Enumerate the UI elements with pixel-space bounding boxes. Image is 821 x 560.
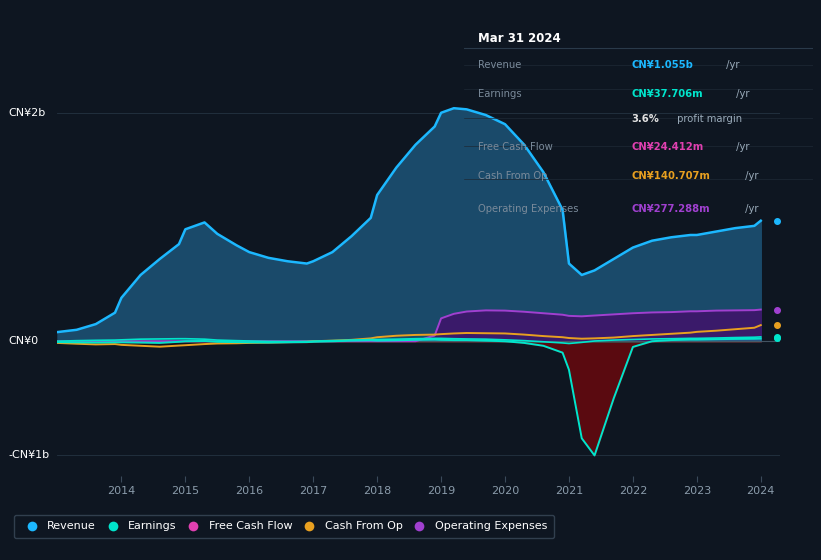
Text: CN¥2b: CN¥2b (8, 108, 45, 118)
Text: -CN¥1b: -CN¥1b (8, 450, 49, 460)
Text: Free Cash Flow: Free Cash Flow (478, 142, 553, 152)
Text: CN¥1.055b: CN¥1.055b (631, 60, 693, 71)
Text: CN¥277.288m: CN¥277.288m (631, 204, 710, 213)
Text: /yr: /yr (732, 89, 749, 99)
Text: profit margin: profit margin (674, 114, 742, 124)
Text: /yr: /yr (722, 60, 739, 71)
Text: /yr: /yr (732, 142, 749, 152)
Text: Operating Expenses: Operating Expenses (478, 204, 578, 213)
Text: Mar 31 2024: Mar 31 2024 (478, 32, 561, 45)
Text: Cash From Op: Cash From Op (478, 171, 548, 181)
Text: /yr: /yr (742, 171, 759, 181)
Text: CN¥24.412m: CN¥24.412m (631, 142, 704, 152)
Text: CN¥140.707m: CN¥140.707m (631, 171, 710, 181)
Legend: Revenue, Earnings, Free Cash Flow, Cash From Op, Operating Expenses: Revenue, Earnings, Free Cash Flow, Cash … (14, 515, 554, 538)
Text: Earnings: Earnings (478, 89, 521, 99)
Text: CN¥0: CN¥0 (8, 336, 39, 346)
Text: 3.6%: 3.6% (631, 114, 659, 124)
Text: /yr: /yr (742, 204, 759, 213)
Text: CN¥37.706m: CN¥37.706m (631, 89, 703, 99)
Text: Revenue: Revenue (478, 60, 521, 71)
